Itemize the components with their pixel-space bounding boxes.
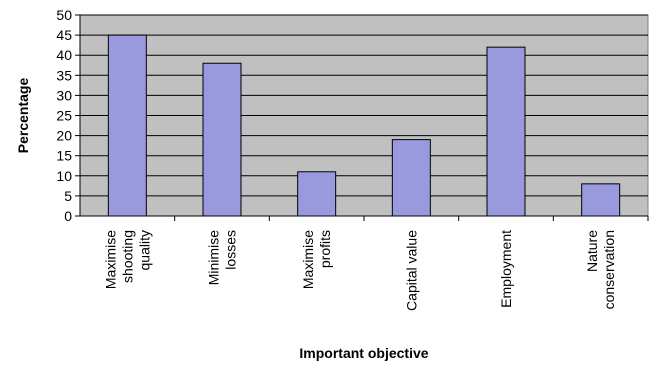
x-category-label: Nature conservation (584, 230, 617, 310)
y-tick-label: 0 (64, 208, 72, 224)
y-tick-label: 40 (56, 47, 72, 63)
y-axis-title: Percentage (15, 78, 31, 154)
gridlines (80, 14, 648, 197)
y-tick-label: 30 (56, 87, 72, 103)
x-category-label-line: Minimise (206, 230, 222, 285)
x-category-label: Minimise losses (206, 230, 239, 285)
x-category-labels: Maximise shooting quality Minimise losses Max… (102, 230, 617, 311)
x-category-label-line: shooting (119, 230, 135, 283)
x-category-label-line: Nature (584, 230, 600, 272)
y-tick-label: 10 (56, 168, 72, 184)
x-category-label-line: Capital value (403, 230, 419, 311)
bar (202, 62, 242, 217)
y-tick-labels: 0 5 10 15 20 25 30 35 40 45 50 (56, 7, 72, 224)
x-category-label-line: quality (136, 230, 152, 270)
bar (107, 34, 147, 217)
x-category-label-line: Maximise (102, 230, 118, 289)
y-tick-label: 15 (56, 148, 72, 164)
x-category-label: Maximise profits (300, 230, 333, 289)
axes (75, 14, 649, 221)
y-tick-label: 25 (56, 108, 72, 124)
bar (391, 139, 431, 217)
y-tick-label: 50 (56, 7, 72, 23)
bar (297, 171, 337, 217)
bar (486, 46, 526, 217)
y-tick-label: 20 (56, 128, 72, 144)
y-tick-label: 45 (56, 27, 72, 43)
x-category-label: Capital value (403, 230, 419, 311)
y-tick-label: 5 (64, 188, 72, 204)
y-tick-label: 35 (56, 67, 72, 83)
x-category-label-line: profits (317, 230, 333, 268)
x-category-label-line: Maximise (300, 230, 316, 289)
x-category-label-line: losses (223, 230, 239, 270)
x-category-label-line: conservation (601, 230, 617, 309)
bar (581, 183, 621, 217)
x-axis-title: Important objective (299, 345, 428, 361)
x-category-label: Maximise shooting quality (102, 230, 152, 289)
x-category-label: Employment (498, 230, 514, 308)
x-category-label-line: Employment (498, 230, 514, 308)
